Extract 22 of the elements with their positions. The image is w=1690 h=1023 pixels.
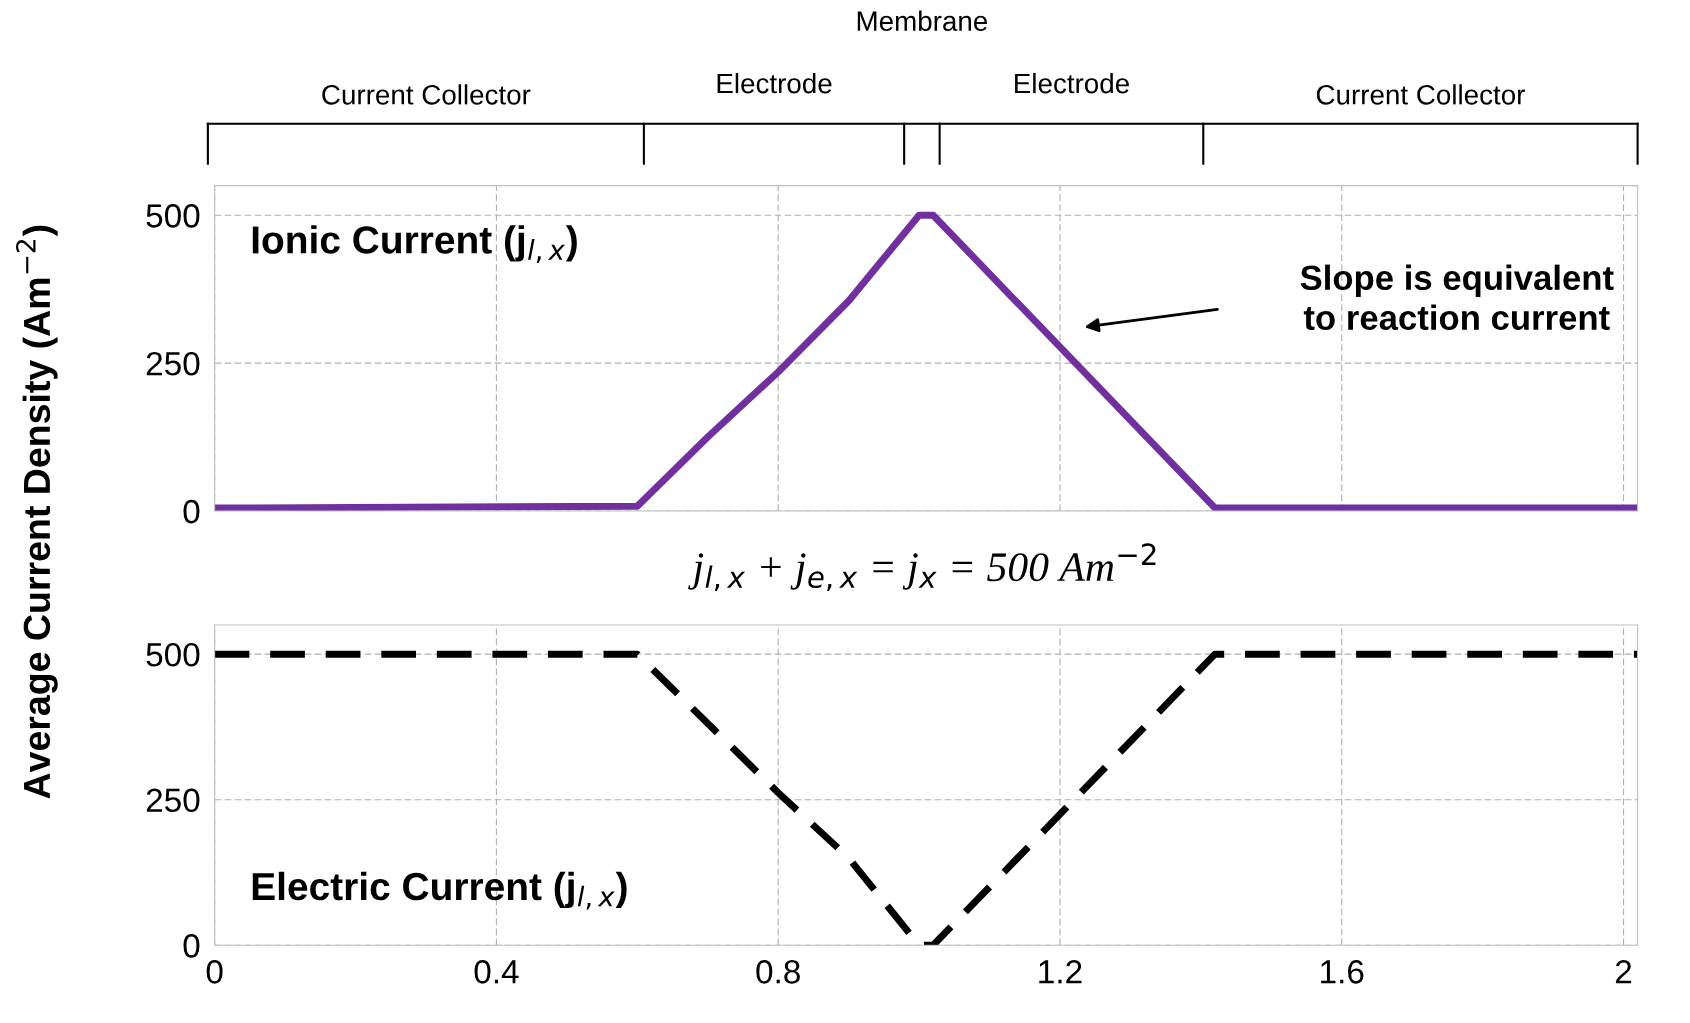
- text: Electrode: [1015, 72, 1129, 94]
- y-tick-label: 250: [146, 788, 200, 813]
- text: Current Collector: [322, 84, 531, 105]
- text: Current Collector: [1316, 84, 1525, 105]
- annotation: Slope is equivalent to reaction current: [1300, 264, 1614, 331]
- text: j$_{l,x}$ + j$_{e,x}$ = j$_{x}$ = 500 Am$^{−2}$: [688, 543, 1156, 592]
- annotation: Ionic Current (j$_{l,x}$): [252, 225, 577, 263]
- x-tick-label: 2: [1615, 960, 1632, 984]
- x-tick-label: 0: [206, 960, 223, 984]
- x-tick-label: 1.6: [1321, 960, 1364, 984]
- x-tick-label: 1.2: [1039, 960, 1082, 984]
- text: Membrane: [857, 10, 988, 31]
- y-tick-label: 0: [183, 934, 200, 958]
- y-axis-title: Average Current Density (Am$^{−2}$): [15, 225, 58, 799]
- y-tick-label: 500: [146, 204, 200, 228]
- x-tick-label: 0.8: [756, 960, 800, 984]
- annotation: Electric Current (j$_{l,x}$): [252, 871, 627, 910]
- x-tick-label: 0.4: [474, 960, 519, 984]
- text: Electrode: [717, 72, 832, 94]
- y-tick-label: 250: [146, 351, 200, 376]
- y-tick-label: 500: [146, 642, 200, 667]
- y-tick-label: 0: [183, 499, 200, 524]
